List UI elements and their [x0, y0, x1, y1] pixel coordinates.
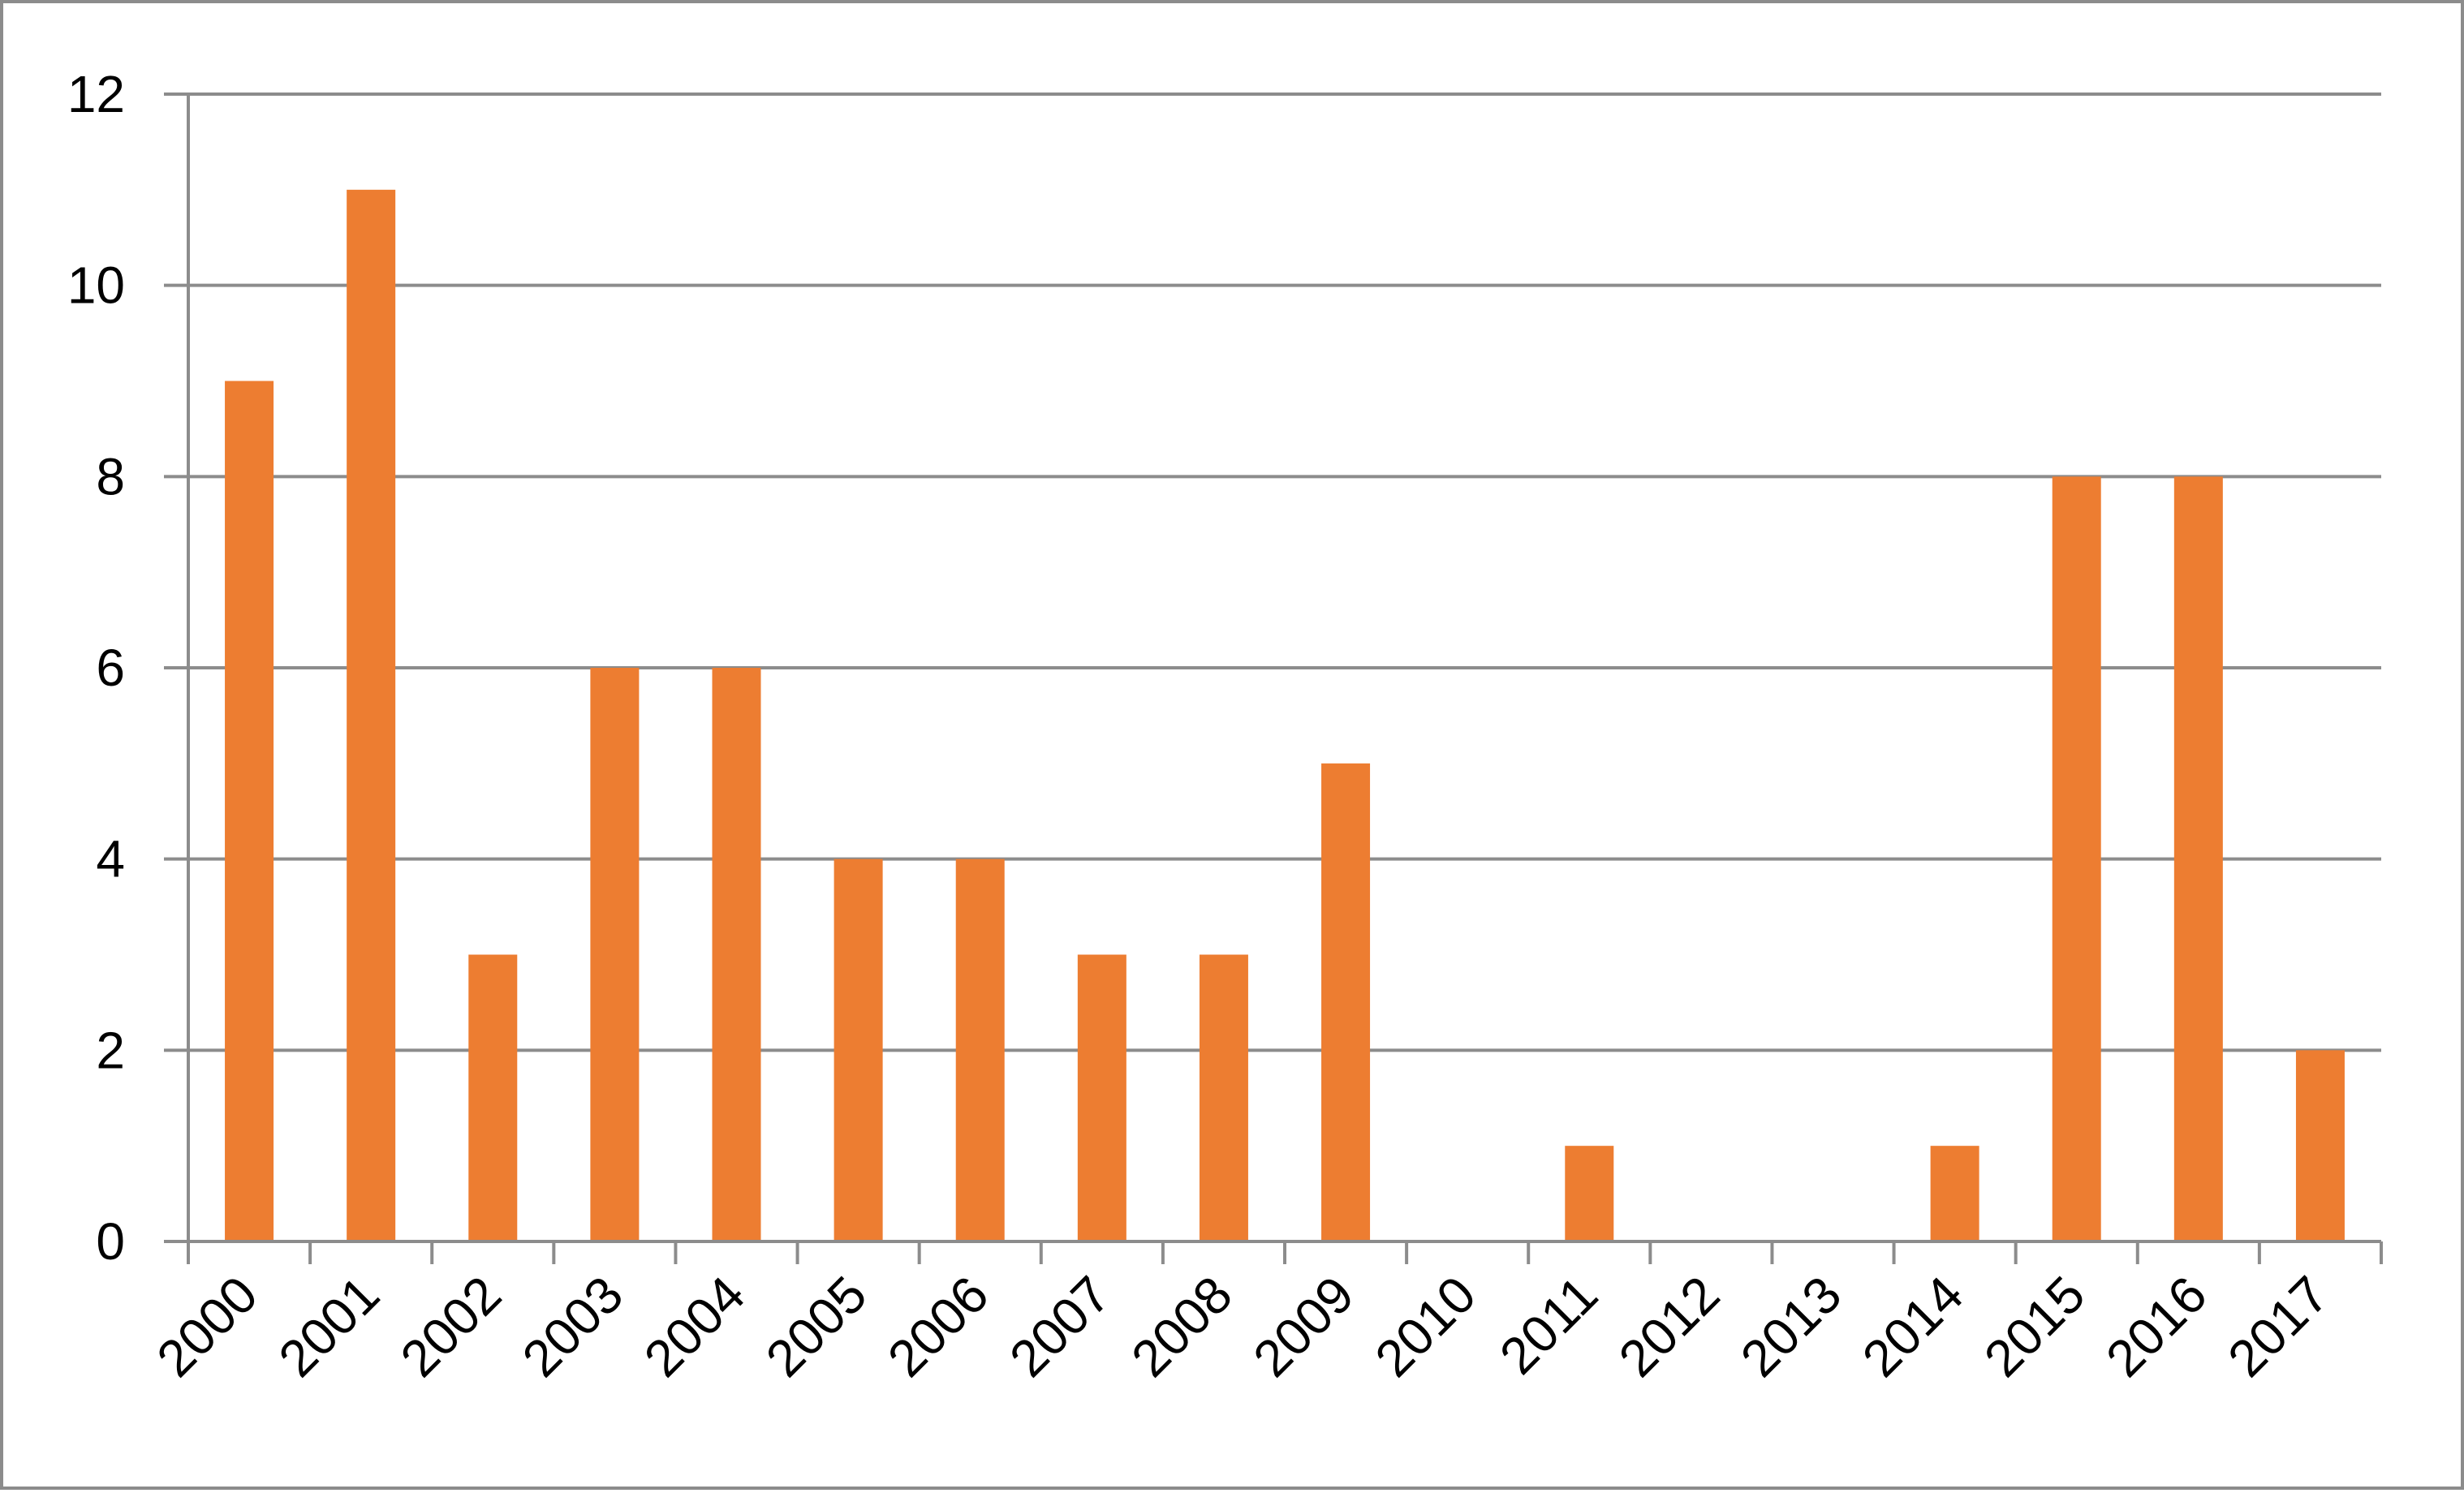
y-tick-label: 6	[96, 639, 125, 697]
x-tick-label: 2005	[755, 1265, 878, 1388]
bar-2016	[2173, 476, 2223, 1241]
y-tick-label: 8	[96, 447, 125, 506]
x-tick-labels: 2000200120022003200420052006200720082009…	[145, 1265, 2339, 1388]
y-tick-label: 2	[96, 1021, 125, 1079]
x-tick-label: 2003	[511, 1265, 635, 1388]
x-tick-label: 2010	[1363, 1265, 1487, 1388]
y-tick-labels: 0 2 4 6 8 10 12	[67, 65, 125, 1271]
gridlines	[188, 93, 2381, 1052]
bar-2015	[2052, 476, 2101, 1241]
x-tick-label: 2002	[390, 1265, 513, 1388]
bar-2000	[225, 381, 274, 1241]
bar-2011	[1565, 1146, 1614, 1241]
bar-2001	[347, 189, 396, 1241]
y-tick-label: 10	[67, 256, 125, 315]
y-tick-label: 4	[96, 830, 125, 888]
x-tick-label: 2006	[877, 1265, 1000, 1388]
x-tick-label: 2000	[145, 1265, 269, 1388]
x-tick-label: 2017	[2216, 1265, 2340, 1388]
x-tick-label: 2012	[1608, 1265, 1731, 1388]
x-tick-label: 2015	[1973, 1265, 2096, 1388]
bar-2007	[1077, 954, 1126, 1241]
axes	[164, 93, 2383, 1264]
bar-2003	[590, 668, 640, 1241]
bar-2002	[468, 954, 518, 1241]
bar-2004	[712, 668, 761, 1241]
x-tick-label: 2009	[1242, 1265, 1365, 1388]
x-tick-label: 2011	[1488, 1265, 1609, 1385]
x-tick-label: 2004	[633, 1265, 756, 1388]
bars	[225, 189, 2345, 1241]
x-tick-label: 2001	[267, 1265, 390, 1388]
x-tick-label: 2014	[1851, 1265, 1975, 1388]
bar-2005	[834, 858, 883, 1241]
y-tick-label: 12	[67, 65, 125, 123]
bar-2009	[1321, 763, 1371, 1241]
bar-2017	[2295, 1050, 2345, 1241]
x-tick-label: 2007	[998, 1265, 1122, 1388]
x-tick-label: 2013	[1730, 1265, 1853, 1388]
x-tick-label: 2008	[1120, 1265, 1243, 1388]
bar-2014	[1930, 1146, 1979, 1241]
bar-2006	[955, 858, 1005, 1241]
y-tick-label: 0	[96, 1212, 125, 1271]
bar-2008	[1199, 954, 1248, 1241]
x-tick-label: 2016	[2095, 1265, 2218, 1388]
